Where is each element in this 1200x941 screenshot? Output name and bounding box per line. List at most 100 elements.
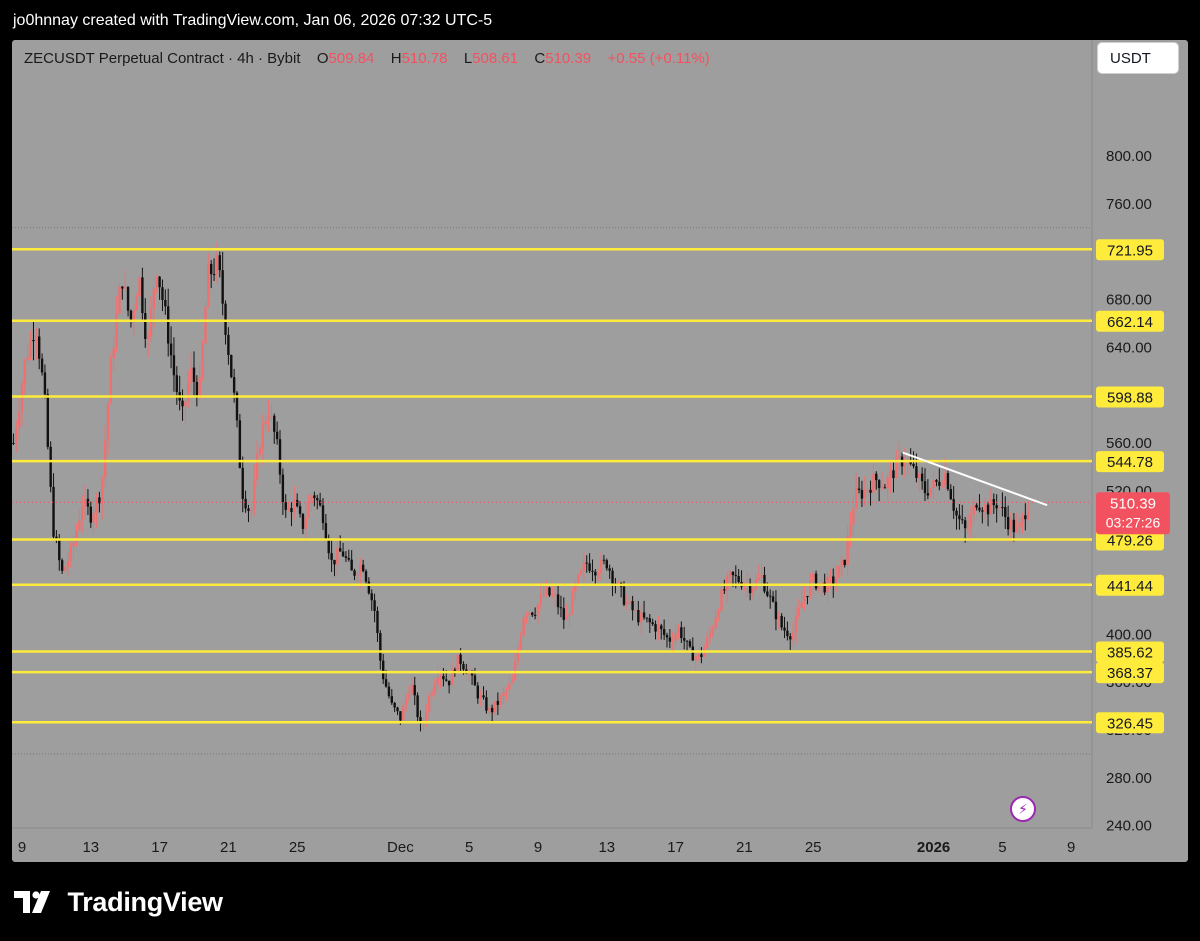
legend-low-value: 508.61 xyxy=(472,50,519,67)
candle-body xyxy=(121,286,124,289)
candle-body xyxy=(981,510,984,512)
candle-body xyxy=(15,427,18,444)
candle-body xyxy=(58,539,61,561)
candle-body xyxy=(545,587,548,595)
trend-line[interactable] xyxy=(902,451,1048,507)
candle-body xyxy=(683,638,686,641)
brand-name: TradingView xyxy=(67,887,224,918)
candle-body xyxy=(187,382,190,402)
candle-body xyxy=(402,705,405,721)
level-price-label: 479.26 xyxy=(1107,533,1153,550)
chart-canvas[interactable]: 800.00760.00680.00640.00560.00520.00400.… xyxy=(12,40,1188,862)
candle-body xyxy=(536,604,540,616)
candle-body xyxy=(694,656,697,661)
candle-body xyxy=(648,618,651,623)
candle-body xyxy=(493,700,497,713)
candle-body xyxy=(393,702,396,708)
candle-body xyxy=(304,517,307,529)
candle-body xyxy=(324,523,328,539)
candle-body xyxy=(207,264,210,307)
candle-body xyxy=(135,296,138,311)
candle-body xyxy=(528,612,531,616)
candle-body xyxy=(161,287,164,301)
candle-body xyxy=(17,411,21,428)
x-tick-label: 21 xyxy=(736,839,753,856)
candle-body xyxy=(946,473,950,490)
candle-body xyxy=(439,675,442,678)
candle-body xyxy=(582,562,586,571)
candle-body xyxy=(803,596,806,603)
candle-body xyxy=(886,477,889,489)
candle-body xyxy=(823,582,826,593)
candle-body xyxy=(146,336,150,339)
y-tick-label: 760.00 xyxy=(1106,196,1152,213)
candle-body xyxy=(488,707,491,711)
candle-body xyxy=(476,685,479,699)
candle-body xyxy=(791,632,795,640)
candle-body xyxy=(124,287,127,289)
legend-change: +0.55 (+0.11%) xyxy=(607,50,710,67)
candle-body xyxy=(327,538,330,554)
candle-body xyxy=(700,654,703,657)
candle-body xyxy=(485,697,488,711)
candle-body xyxy=(857,488,861,490)
candle-body xyxy=(29,339,32,357)
lightning-icon[interactable]: ⚡ xyxy=(1010,796,1036,822)
candle-body xyxy=(984,504,987,512)
candle-body xyxy=(969,514,973,528)
currency-selector[interactable]: USDT xyxy=(1097,42,1179,74)
candle-body xyxy=(941,485,944,487)
candle-body xyxy=(333,559,336,565)
level-price-badge xyxy=(1096,641,1164,663)
chart-frame[interactable]: 800.00 760.00 680.00 640.00 560.00 520.00 400.… xyxy=(12,40,1188,862)
candle-body xyxy=(855,488,858,509)
x-tick-label: Dec xyxy=(387,839,414,856)
candle-body xyxy=(677,627,680,634)
candle-body xyxy=(189,367,193,383)
candle-body xyxy=(963,520,967,529)
candle-body xyxy=(359,564,362,576)
candle-body xyxy=(688,641,692,647)
candle-body xyxy=(748,583,752,594)
candle-countdown-label: 03:27:26 xyxy=(1106,514,1161,530)
candle-body xyxy=(958,515,961,520)
candle-body xyxy=(571,591,574,615)
candle-body xyxy=(508,683,511,690)
candle-body xyxy=(103,440,107,478)
candle-body xyxy=(513,661,517,680)
candle-body xyxy=(780,615,783,628)
candle-body xyxy=(221,270,224,304)
candle-body xyxy=(599,559,603,574)
candle-body xyxy=(169,343,173,356)
candle-body xyxy=(198,377,201,398)
x-tick-label: 5 xyxy=(998,839,1006,856)
legend-symbol[interactable]: ZECUSDT Perpetual Contract · 4h · Bybit xyxy=(24,50,301,67)
candle-body xyxy=(69,546,72,562)
header-text: jo0hnnay created with TradingView.com, J… xyxy=(13,12,493,29)
candle-body xyxy=(674,633,677,642)
candle-body xyxy=(175,375,178,393)
candle-body xyxy=(829,576,832,578)
candle-body xyxy=(992,499,995,506)
candle-body xyxy=(668,637,672,642)
candle-body xyxy=(978,507,981,511)
level-price-badge xyxy=(1096,239,1164,261)
candle-body xyxy=(849,524,852,537)
candle-body xyxy=(83,498,87,507)
candle-body xyxy=(525,615,528,618)
candle-body xyxy=(261,424,264,449)
candle-body xyxy=(356,575,359,577)
candle-body xyxy=(872,473,875,493)
level-price-label: 385.62 xyxy=(1107,645,1153,662)
candle-body xyxy=(419,717,422,723)
candle-body xyxy=(892,470,895,478)
candle-body xyxy=(275,431,279,440)
candle-body xyxy=(278,439,282,475)
candle-body xyxy=(284,502,287,510)
candle-body xyxy=(734,575,737,577)
legend-low-label: L xyxy=(463,50,473,67)
candle-body xyxy=(903,462,907,467)
candle-body xyxy=(866,489,869,491)
candle-body xyxy=(230,354,233,378)
candle-body xyxy=(1021,515,1024,523)
